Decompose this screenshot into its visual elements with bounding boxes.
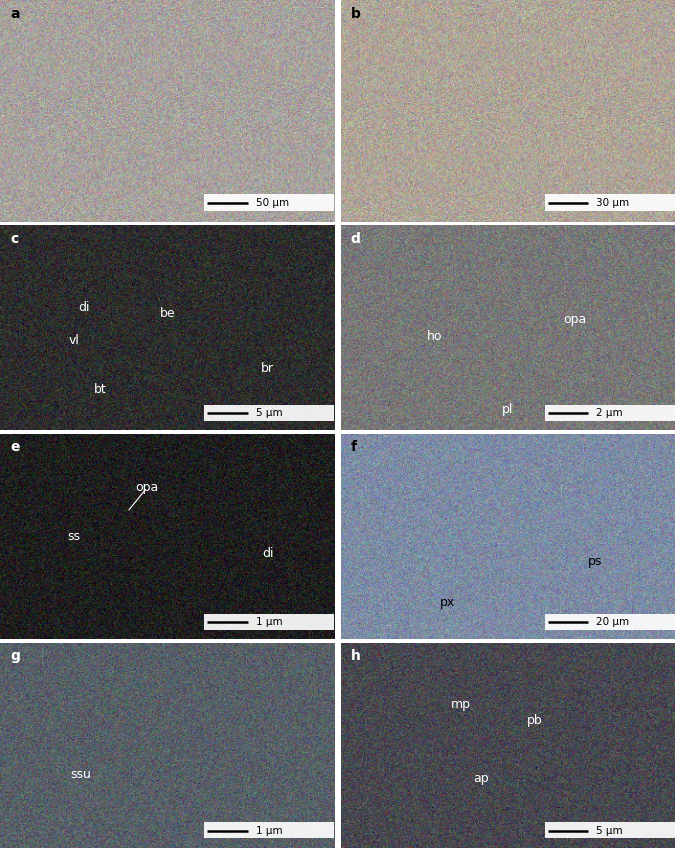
Text: opa: opa bbox=[136, 481, 159, 494]
Bar bbox=[545, 194, 675, 211]
Text: di: di bbox=[262, 547, 273, 560]
Text: ss: ss bbox=[67, 530, 80, 544]
Text: 30 μm: 30 μm bbox=[597, 198, 630, 209]
Text: ps: ps bbox=[587, 555, 602, 568]
Text: be: be bbox=[159, 307, 175, 321]
Text: a: a bbox=[10, 7, 20, 20]
Bar bbox=[204, 404, 335, 421]
Text: 1 μm: 1 μm bbox=[256, 617, 283, 628]
Text: f: f bbox=[350, 440, 356, 455]
Text: ho: ho bbox=[427, 330, 442, 343]
Text: 5 μm: 5 μm bbox=[597, 826, 623, 836]
Bar bbox=[204, 614, 335, 629]
Text: 1 μm: 1 μm bbox=[256, 826, 283, 836]
Text: 5 μm: 5 μm bbox=[256, 409, 283, 418]
Text: 20 μm: 20 μm bbox=[597, 617, 630, 628]
Text: mp: mp bbox=[451, 698, 471, 711]
Text: 2 μm: 2 μm bbox=[597, 409, 623, 418]
Text: ap: ap bbox=[473, 772, 489, 784]
Text: c: c bbox=[10, 232, 18, 246]
Text: px: px bbox=[440, 596, 455, 609]
Text: br: br bbox=[261, 362, 274, 376]
Bar bbox=[545, 404, 675, 421]
Text: opa: opa bbox=[563, 313, 587, 326]
Text: ssu: ssu bbox=[70, 767, 90, 781]
Text: e: e bbox=[10, 440, 20, 455]
Text: b: b bbox=[350, 7, 360, 20]
Bar bbox=[545, 823, 675, 839]
Bar bbox=[545, 614, 675, 629]
Text: d: d bbox=[350, 232, 360, 246]
Text: g: g bbox=[10, 650, 20, 663]
Text: vl: vl bbox=[68, 334, 79, 347]
Text: pb: pb bbox=[526, 714, 543, 728]
Text: h: h bbox=[350, 650, 360, 663]
Text: di: di bbox=[78, 301, 89, 314]
Bar bbox=[204, 194, 335, 211]
Text: bt: bt bbox=[94, 383, 107, 396]
Text: pl: pl bbox=[502, 404, 514, 416]
Bar bbox=[204, 823, 335, 839]
Text: 50 μm: 50 μm bbox=[256, 198, 289, 209]
